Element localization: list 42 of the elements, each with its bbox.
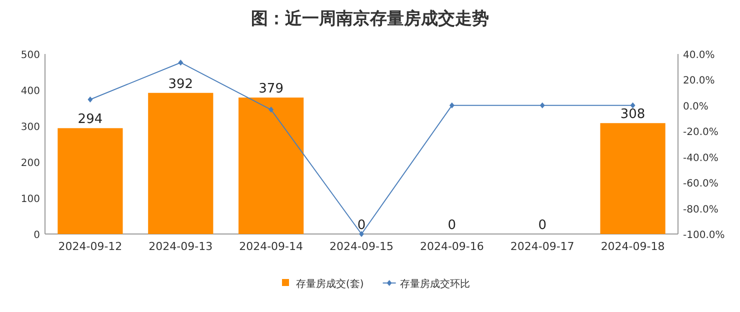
y-tick-label: 300 [20, 122, 40, 133]
point [540, 102, 545, 108]
y-tick-label: 200 [20, 158, 40, 169]
y2-tick-label: -40.0% [683, 152, 718, 164]
bar [238, 98, 304, 234]
data-label: 0 [357, 218, 366, 233]
bar [600, 123, 666, 234]
legend-label: 存量房成交环比 [400, 278, 470, 290]
point [359, 231, 364, 237]
x-tick-label: 2024-09-18 [600, 240, 665, 253]
point [88, 96, 93, 103]
y2-tick-label: -100.0% [683, 230, 725, 241]
point [268, 106, 274, 113]
y2-tick-label: 20.0% [683, 76, 715, 87]
y-tick-label: 500 [20, 50, 40, 61]
point [630, 102, 636, 108]
data-label: 308 [620, 107, 646, 122]
x-tick-label: 2024-09-16 [420, 240, 484, 253]
y2-tick-label: -20.0% [683, 127, 718, 138]
x-tick-label: 2024-09-13 [148, 240, 213, 253]
y2-tick-label: 0.0% [683, 101, 708, 112]
y-tick-label: 400 [20, 86, 40, 97]
y-tick-label: 100 [20, 194, 40, 205]
x-tick-label: 2024-09-14 [239, 240, 304, 253]
x-tick-label: 2024-09-17 [510, 240, 574, 253]
data-label: 0 [448, 218, 456, 233]
bar [58, 128, 123, 234]
y-tick-label: 0 [34, 230, 40, 241]
y2-tick-label: 40.0% [683, 50, 715, 61]
data-label: 294 [78, 112, 103, 128]
bar [148, 92, 214, 234]
chart-title: 图：近一周南京存量房成交走势 [251, 9, 489, 29]
y2-tick-label: -60.0% [683, 178, 718, 190]
point [449, 102, 454, 108]
data-label: 379 [258, 82, 284, 97]
legend-label: 存量房成交(套) [296, 278, 364, 290]
x-tick-label: 2024-09-12 [58, 240, 122, 253]
data-label: 0 [538, 218, 546, 233]
point [178, 60, 184, 66]
x-tick-label: 2024-09-15 [330, 240, 394, 253]
y2-tick-label: -80.0% [683, 204, 718, 216]
data-label: 392 [168, 76, 194, 92]
